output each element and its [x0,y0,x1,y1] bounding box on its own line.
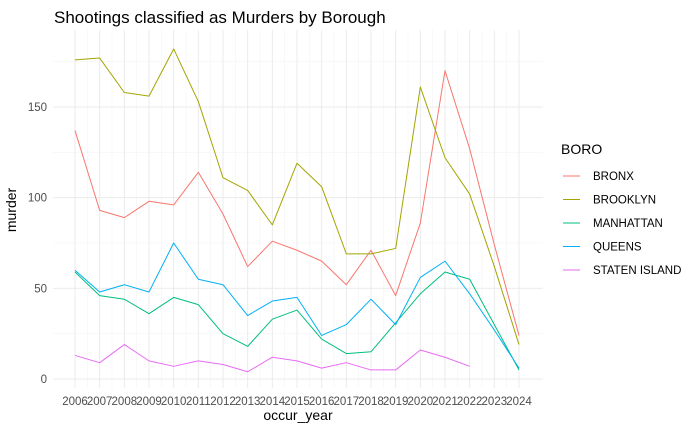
y-tick-label: 50 [34,283,47,295]
x-tick-label: 2016 [309,396,335,408]
x-tick-label: 2012 [210,396,236,408]
series-line-staten-island [74,344,470,373]
grid [53,30,543,388]
x-tick-label: 2019 [383,396,409,408]
x-tick-label: 2018 [358,396,384,408]
series-line-manhattan [74,271,520,371]
legend-title: BORO [561,141,602,157]
y-tick-label: 0 [41,374,47,386]
x-tick-label: 2013 [235,396,261,408]
series-line-queens [74,242,520,369]
x-axis-title: occur_year [263,407,333,423]
x-tick-label: 2024 [506,396,532,408]
legend-label-manhattan: MANHATTAN [593,218,663,230]
y-tick-label: 150 [28,102,47,114]
y-axis-title: murder [3,187,19,232]
x-tick-label: 2007 [87,396,113,408]
axes: 2006 2007 2008 2009 2010 2011 2012 2013 2014 2015… [28,102,533,408]
series-line-bronx [74,70,520,336]
x-tick-label: 2021 [432,396,458,408]
x-tick-label: 2014 [260,396,286,408]
x-tick-label: 2008 [112,396,138,408]
x-tick-label: 2010 [161,396,187,408]
legend-label-bronx: BRONX [593,171,634,183]
chart-title: Shootings classified as Murders by Borou… [54,8,386,27]
legend-label-staten-island: STATEN ISLAND [593,265,681,277]
series-line-brooklyn [74,48,520,345]
x-tick-label: 2011 [186,396,211,408]
x-tick-label: 2022 [457,396,483,408]
series-lines [74,48,520,373]
x-tick-label: 2015 [284,396,310,408]
x-tick-label: 2009 [136,396,162,408]
x-tick-label: 2006 [62,396,88,408]
legend-label-brooklyn: BROOKLYN [593,195,656,207]
x-tick-label: 2023 [482,396,508,408]
y-tick-label: 100 [28,193,47,205]
x-tick-label: 2017 [334,396,360,408]
legend-label-queens: QUEENS [593,242,642,254]
x-tick-label: 2020 [408,396,434,408]
legend: BORO BRONX BROOKLYN MANHATTAN QUEENS STATEN … [561,141,681,277]
